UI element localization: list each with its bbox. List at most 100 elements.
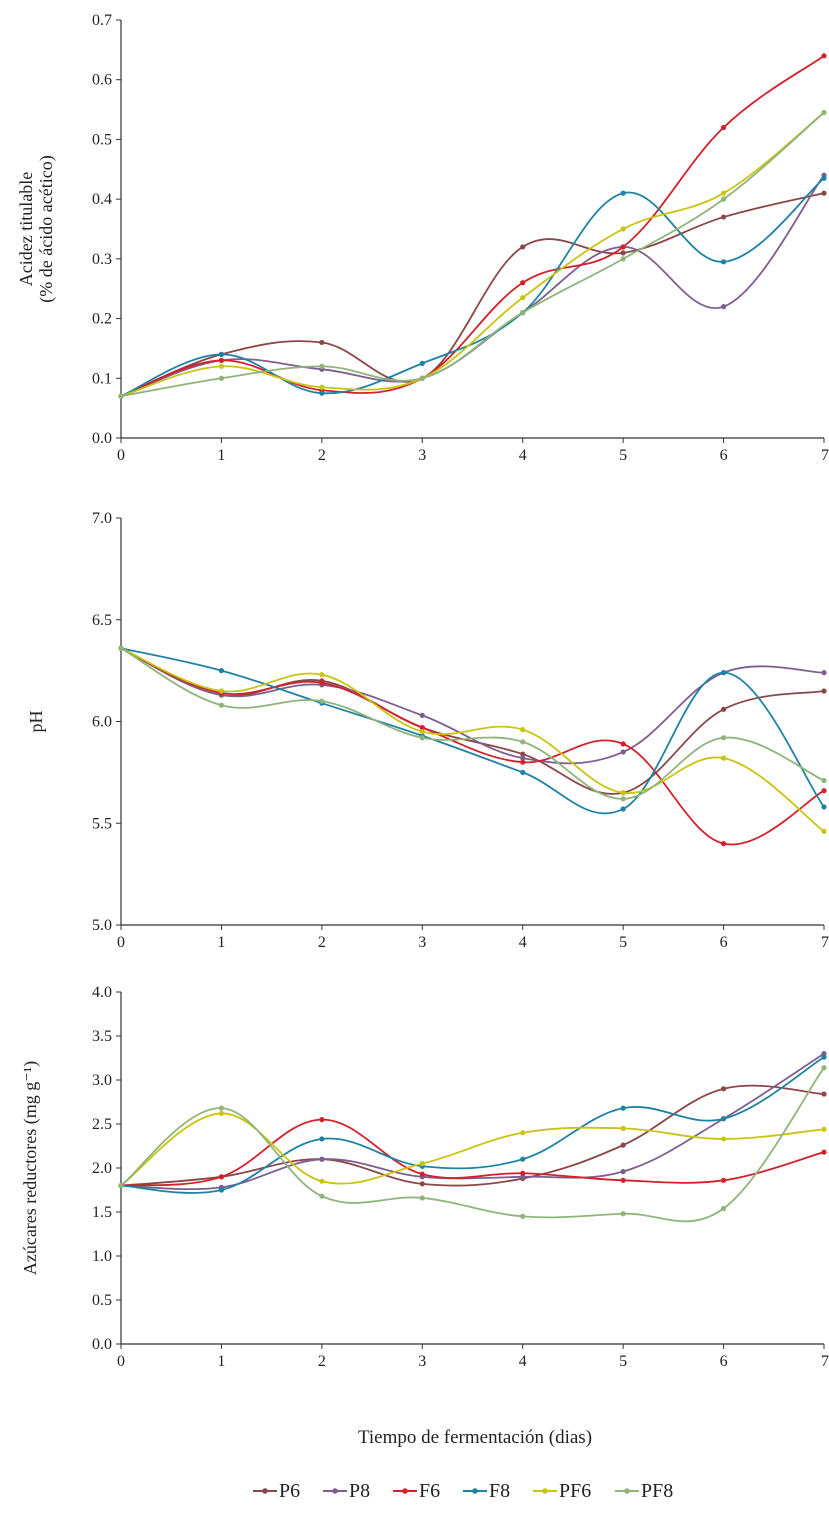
x-tick-label: 7	[821, 934, 829, 951]
data-point	[620, 250, 626, 256]
y-axis-title: Acidez titulable	[16, 172, 36, 286]
data-point	[620, 796, 626, 802]
data-point	[620, 1177, 626, 1183]
x-tick-label: 6	[720, 934, 728, 951]
x-tick-label: 7	[821, 1353, 829, 1370]
series-pf6	[118, 109, 827, 399]
data-point	[419, 725, 425, 731]
legend-entry-pf8: PF8	[615, 1480, 673, 1502]
y-tick-label: 0.2	[92, 311, 112, 328]
y-tick-label: 5.5	[92, 815, 112, 832]
data-point	[319, 1193, 325, 1199]
data-point	[218, 1174, 225, 1180]
data-point	[520, 739, 526, 745]
data-point	[118, 1183, 124, 1189]
x-tick-label: 0	[117, 1353, 125, 1370]
data-point	[520, 755, 526, 761]
series-p6	[118, 1084, 827, 1189]
data-point	[520, 295, 526, 301]
data-point	[620, 749, 626, 755]
data-point	[419, 1161, 425, 1167]
y-tick-label: 0.5	[92, 1292, 112, 1309]
data-point	[821, 190, 827, 196]
data-point	[218, 1187, 225, 1193]
data-point	[520, 1213, 526, 1219]
data-point	[720, 1205, 727, 1212]
data-point	[118, 645, 124, 651]
data-point	[821, 777, 827, 784]
data-point	[419, 735, 425, 741]
y-tick-label: 1.0	[92, 1248, 112, 1265]
series-pf8	[118, 645, 827, 802]
data-point	[821, 1149, 827, 1155]
x-tick-label: 6	[720, 447, 728, 464]
data-point	[720, 670, 727, 676]
legend-marker	[542, 1488, 548, 1494]
data-point	[218, 375, 225, 381]
data-point	[720, 190, 727, 196]
data-point	[821, 175, 827, 181]
series-line-p6	[120, 647, 825, 795]
y-tick-label: 0.6	[92, 72, 112, 89]
data-point	[821, 828, 827, 834]
data-point	[218, 351, 225, 357]
series-f6	[118, 645, 827, 847]
x-tick-label: 1	[217, 447, 225, 464]
data-point	[720, 259, 727, 265]
data-point	[319, 390, 325, 396]
data-point	[419, 1195, 425, 1201]
y-tick-label: 3.0	[92, 1072, 112, 1089]
x-tick-label: 6	[720, 1353, 728, 1370]
y-tick-label: 4.0	[92, 984, 112, 1001]
series-line-p8	[120, 647, 825, 765]
legend-label: PF6	[559, 1480, 591, 1502]
data-point	[419, 1171, 425, 1177]
data-point	[720, 841, 727, 847]
legend-marker	[472, 1488, 478, 1494]
series-p8	[118, 645, 827, 765]
legend-marker	[624, 1488, 630, 1494]
x-axis-title: Tiempo de fermentación (dias)	[358, 1427, 592, 1448]
y-tick-label: 6.5	[92, 612, 112, 629]
data-point	[821, 670, 827, 676]
data-point	[821, 1126, 827, 1132]
y-tick-label: 0.3	[92, 251, 112, 268]
series-line-f6	[120, 55, 825, 398]
ph-chart: 5.0 5.5 6.0 6.5 7.0 0 1 2 3 4 5 6 7 pH	[26, 510, 829, 951]
data-point	[821, 1091, 827, 1097]
data-point	[821, 788, 827, 794]
data-point	[620, 190, 626, 196]
y-tick-label: 2.5	[92, 1116, 112, 1133]
y-tick-label: 5.0	[92, 917, 112, 934]
legend-marker	[402, 1488, 408, 1494]
x-tick-label: 2	[318, 447, 326, 464]
data-point	[520, 310, 526, 316]
x-tick-label: 2	[318, 934, 326, 951]
x-tick-label: 5	[619, 447, 627, 464]
data-point	[218, 688, 225, 694]
y-axis-title: Azúcares reductores (mg g⁻¹)	[20, 1061, 41, 1275]
data-point	[720, 196, 727, 202]
data-point	[218, 702, 225, 708]
legend-label: F8	[489, 1480, 510, 1502]
data-point	[620, 244, 626, 250]
x-tick-label: 5	[619, 934, 627, 951]
series-p8	[118, 1051, 827, 1191]
data-point	[821, 109, 827, 116]
series-line-pf6	[120, 1112, 825, 1187]
data-point	[319, 1136, 325, 1142]
y-axis-title: (% de ácido acético)	[36, 155, 57, 302]
legend-marker	[262, 1488, 268, 1494]
series-f8	[118, 1054, 827, 1194]
data-point	[520, 1156, 526, 1162]
data-point	[419, 729, 425, 735]
data-point	[520, 244, 526, 250]
data-point	[620, 256, 626, 262]
legend-entry-f6: F6	[393, 1480, 440, 1502]
x-tick-label: 1	[217, 1353, 225, 1370]
legend-marker	[332, 1488, 338, 1494]
series-f6	[118, 53, 827, 399]
x-tick-label: 0	[117, 447, 125, 464]
data-point	[821, 804, 827, 810]
